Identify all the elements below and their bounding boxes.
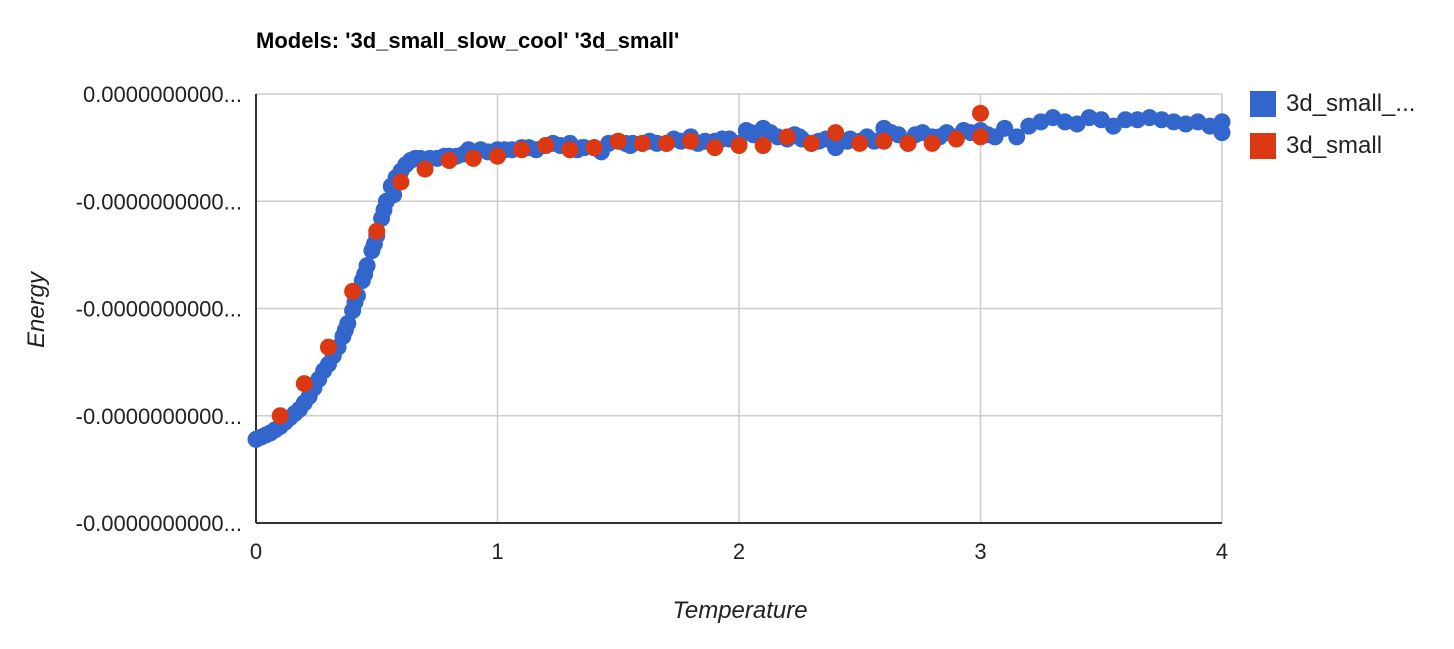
point-series-2[interactable] [609,132,627,150]
point-series-2[interactable] [368,222,386,240]
y-tick-label: -0.0000000000... [76,189,242,214]
point-series-2[interactable] [802,134,820,152]
point-series-2[interactable] [730,136,748,154]
legend-label: 3d_small [1286,132,1383,159]
y-axis-label: Energy [23,270,50,348]
point-series-2[interactable] [561,141,579,159]
point-series-2[interactable] [875,132,893,150]
point-series-2[interactable] [851,134,869,152]
point-series-2[interactable] [706,139,724,157]
legend-swatch [1250,91,1276,117]
x-tick-label: 1 [491,539,503,564]
x-tick-label: 2 [733,539,745,564]
point-series-1[interactable] [1213,113,1231,131]
y-tick-label: -0.0000000000... [76,511,242,536]
point-series-2[interactable] [537,136,555,154]
point-series-2[interactable] [513,141,531,159]
point-series-2[interactable] [344,282,362,300]
point-series-2[interactable] [754,136,772,154]
legend-item-series-2[interactable]: 3d_small [1250,132,1415,160]
y-tick-label: 0.0000000000... [83,82,242,107]
point-series-1[interactable] [996,119,1014,137]
point-series-2[interactable] [464,149,482,167]
data-points [247,104,1231,448]
point-series-2[interactable] [416,160,434,178]
point-series-2[interactable] [972,128,989,146]
point-series-1[interactable] [1008,128,1026,146]
point-series-2[interactable] [899,134,917,152]
point-series-2[interactable] [295,375,313,393]
point-series-2[interactable] [923,134,941,152]
point-series-1[interactable] [336,321,354,339]
x-axis-ticks: 0 1 2 3 4 [250,539,1228,564]
point-series-1[interactable] [385,186,403,204]
x-tick-label: 4 [1216,539,1228,564]
legend: 3d_small_... 3d_small [1250,90,1415,174]
legend-item-series-1[interactable]: 3d_small_... [1250,90,1415,118]
chart-title: Models: '3d_small_slow_cool' '3d_small' [256,28,679,53]
point-series-2[interactable] [633,134,651,152]
x-tick-label: 0 [250,539,262,564]
point-series-2[interactable] [658,134,676,152]
point-series-2[interactable] [682,132,700,150]
point-series-2[interactable] [319,338,337,356]
point-series-1[interactable] [356,265,374,283]
point-series-2[interactable] [947,130,965,148]
point-series-2[interactable] [778,128,796,146]
point-series-2[interactable] [271,407,289,425]
y-axis-ticks: 0.0000000000... -0.0000000000... -0.000000… [76,82,242,536]
point-series-2[interactable] [827,124,845,142]
point-series-1[interactable] [365,235,383,253]
axes [255,94,1222,524]
point-series-2[interactable] [585,139,603,157]
point-series-2[interactable] [972,104,989,122]
x-axis-label: Temperature [672,597,807,624]
point-series-2[interactable] [489,147,506,165]
point-series-2[interactable] [440,151,458,169]
legend-label: 3d_small_... [1286,90,1416,117]
y-tick-label: -0.0000000000... [76,404,242,429]
point-series-2[interactable] [392,173,410,191]
legend-swatch [1250,133,1276,159]
point-series-1[interactable] [375,201,393,219]
x-tick-label: 3 [974,539,986,564]
point-series-1[interactable] [742,124,760,142]
y-tick-label: -0.0000000000... [76,297,242,322]
point-series-1[interactable] [1116,111,1134,129]
